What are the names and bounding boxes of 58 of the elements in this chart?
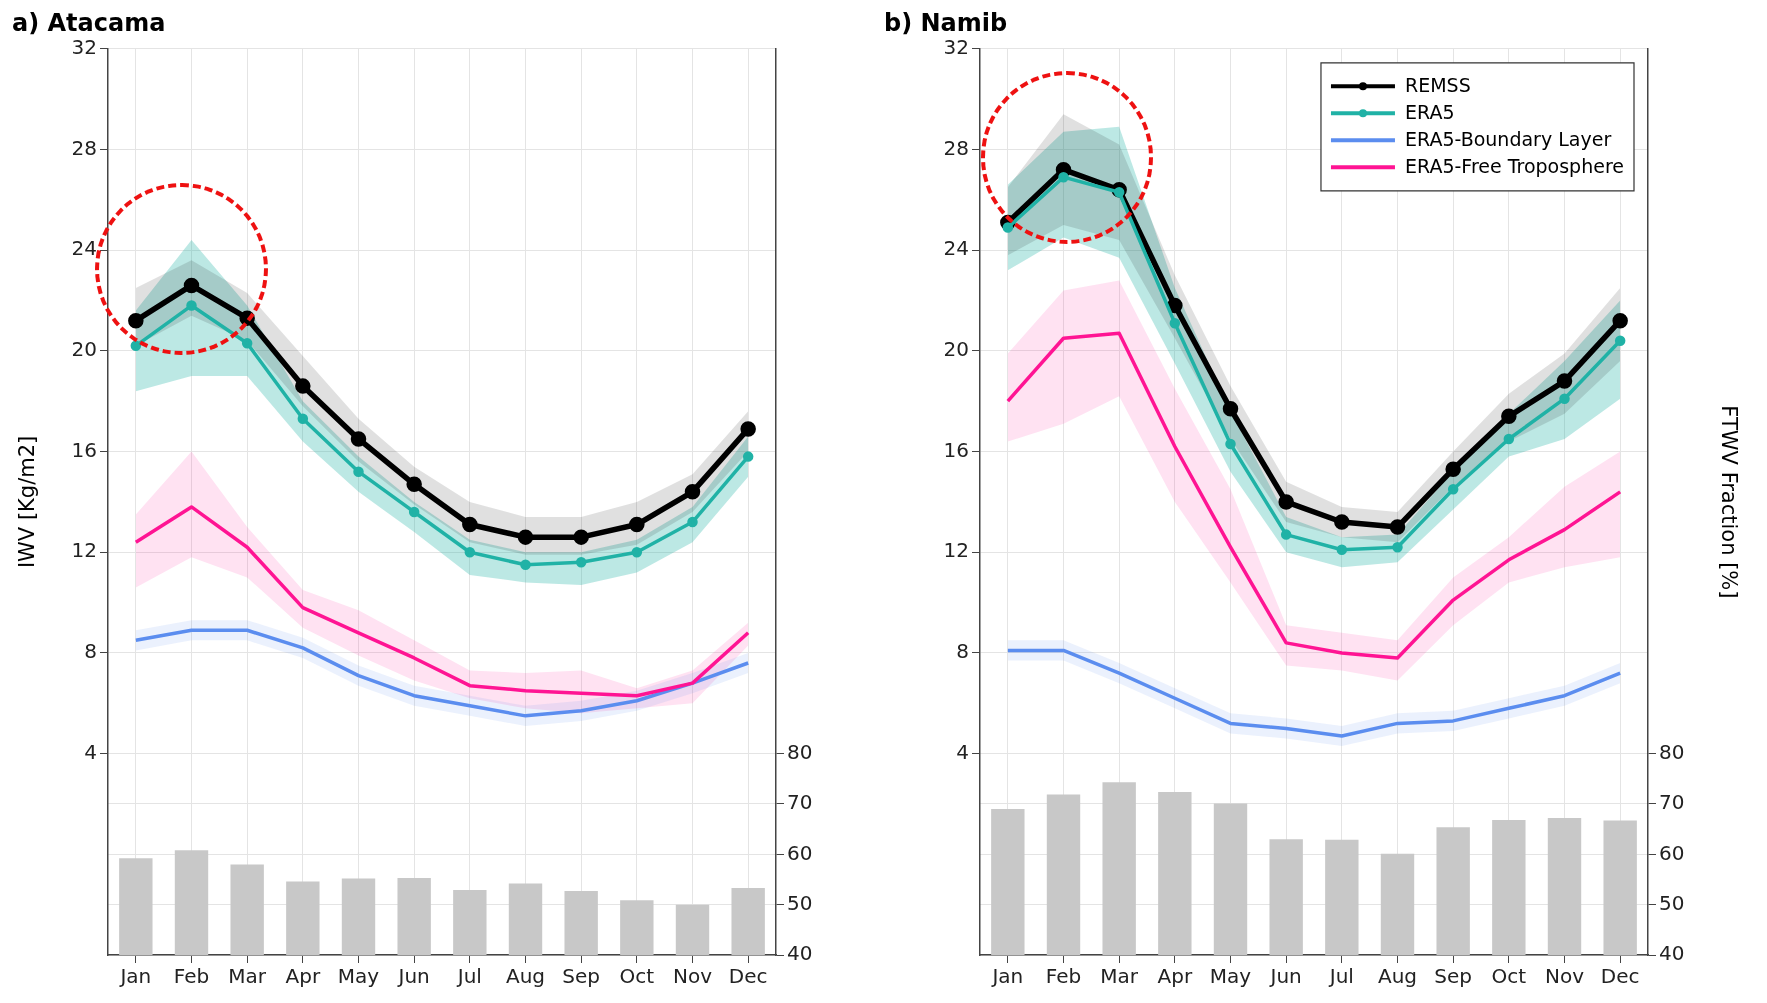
- y-tick-label: 8: [84, 639, 97, 664]
- y2-tick-label: 80: [1659, 739, 1685, 764]
- legend-label: ERA5-Free Troposphere: [1404, 155, 1624, 178]
- chart-title: b) Namib: [884, 8, 1008, 37]
- legend-label: ERA5-Boundary Layer: [1404, 128, 1612, 151]
- y-tick-label: 28: [943, 135, 969, 160]
- x-tick-label: Apr: [285, 964, 321, 989]
- y2-axis-title: FTWV Fraction [%]: [1716, 405, 1741, 599]
- y2-tick-label: 60: [787, 840, 813, 865]
- y-tick-label: 24: [943, 236, 969, 261]
- x-tick-label: Mar: [228, 964, 267, 989]
- y2-tick-label: 50: [787, 890, 813, 915]
- legend-label: REMSS: [1404, 74, 1471, 97]
- y-tick-label: 12: [71, 538, 97, 563]
- x-tick-label: Aug: [1377, 964, 1418, 989]
- x-tick-label: Feb: [1045, 964, 1082, 989]
- x-tick-label: Jan: [118, 964, 152, 989]
- y-tick-label: 4: [84, 739, 97, 764]
- x-tick-label: Nov: [672, 964, 713, 989]
- x-tick-label: Feb: [173, 964, 210, 989]
- x-tick-label: Apr: [1157, 964, 1193, 989]
- x-tick-label: Sep: [562, 964, 601, 989]
- x-tick-label: Jul: [455, 964, 482, 989]
- y2-tick-label: 40: [787, 941, 813, 966]
- y2-tick-label: 60: [1659, 840, 1685, 865]
- x-tick-label: Jun: [1268, 964, 1302, 989]
- y-tick-label: 4: [956, 739, 969, 764]
- y-axis-title: IWV [Kg/m2]: [15, 435, 40, 569]
- x-tick-label: Sep: [1434, 964, 1473, 989]
- y2-tick-label: 50: [1659, 890, 1685, 915]
- x-tick-label: Oct: [1491, 964, 1527, 989]
- x-tick-label: Mar: [1100, 964, 1139, 989]
- chart-title: a) Atacama: [12, 8, 166, 37]
- x-tick-label: Oct: [619, 964, 655, 989]
- y2-tick-label: 70: [1659, 790, 1685, 815]
- x-tick-label: Dec: [728, 964, 768, 989]
- x-tick-label: Aug: [505, 964, 546, 989]
- y-tick-label: 24: [71, 236, 97, 261]
- y2-tick-label: 70: [787, 790, 813, 815]
- y-tick-label: 28: [71, 135, 97, 160]
- x-tick-label: Nov: [1544, 964, 1585, 989]
- y-tick-label: 20: [71, 337, 97, 362]
- x-tick-label: May: [1209, 964, 1252, 989]
- y-tick-label: 8: [956, 639, 969, 664]
- y-tick-label: 12: [943, 538, 969, 563]
- y-tick-label: 16: [943, 437, 969, 462]
- y-tick-label: 20: [943, 337, 969, 362]
- y-tick-label: 16: [71, 437, 97, 462]
- y-tick-label: 32: [71, 35, 97, 59]
- legend-label: ERA5: [1404, 101, 1455, 124]
- y2-tick-label: 80: [787, 739, 813, 764]
- x-tick-label: Dec: [1600, 964, 1640, 989]
- y2-tick-label: 40: [1659, 941, 1685, 966]
- x-tick-label: May: [337, 964, 380, 989]
- y-tick-label: 32: [943, 35, 969, 59]
- x-tick-label: Jun: [396, 964, 430, 989]
- x-tick-label: Jul: [1327, 964, 1354, 989]
- x-tick-label: Jan: [990, 964, 1024, 989]
